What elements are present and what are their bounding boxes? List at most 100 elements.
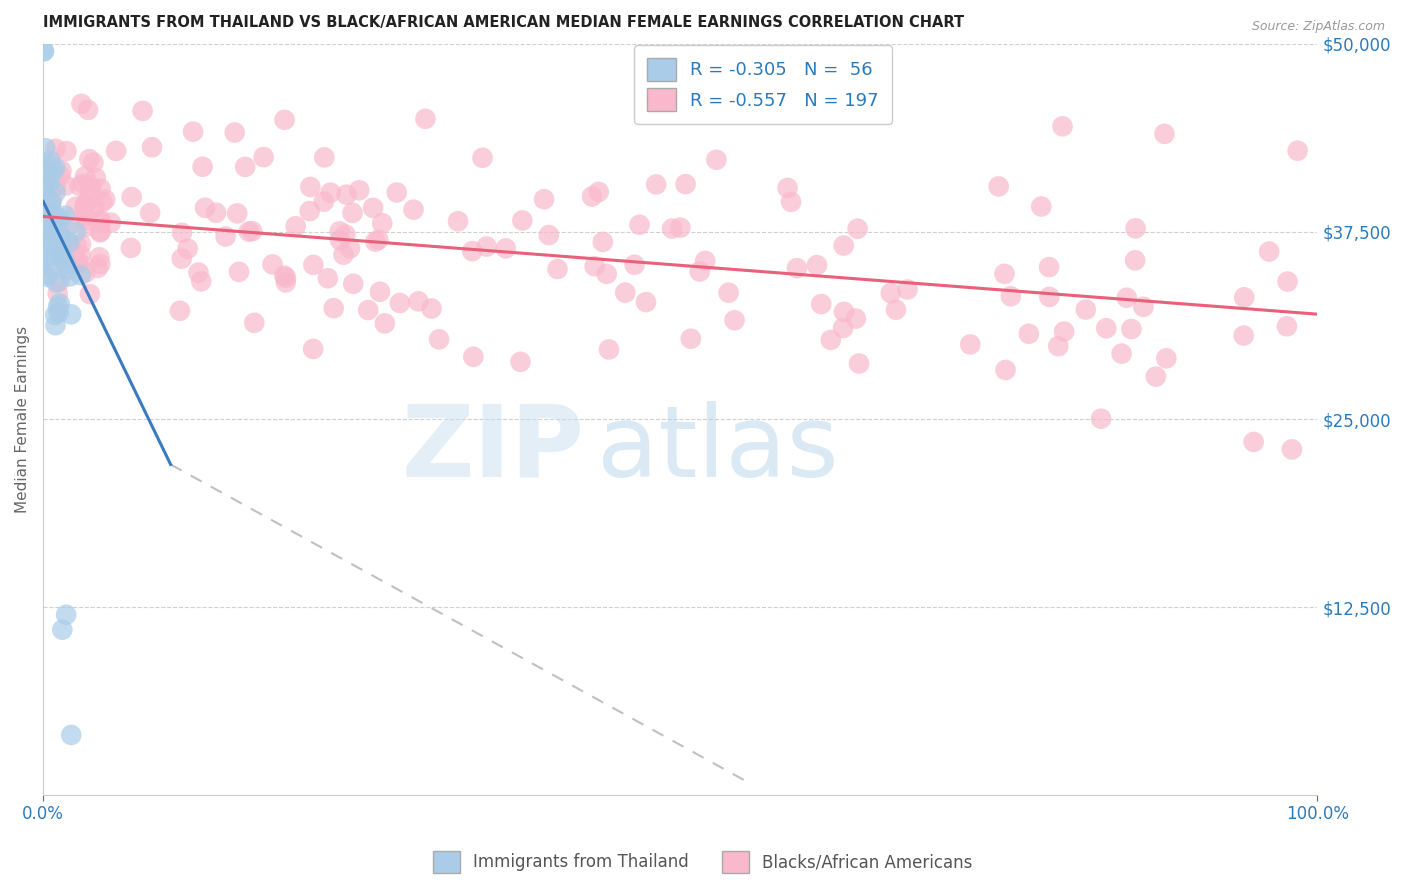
Point	[361, 201, 384, 215]
Legend: R = -0.305   N =  56, R = -0.557   N = 197: R = -0.305 N = 56, R = -0.557 N = 197	[634, 45, 891, 124]
Point	[35, 194, 58, 208]
Point	[32, 44, 55, 58]
Point	[661, 221, 683, 235]
Point	[89, 225, 111, 239]
Point	[1031, 199, 1053, 213]
Point	[623, 258, 645, 272]
Point	[695, 253, 717, 268]
Point	[224, 126, 246, 140]
Point	[228, 265, 250, 279]
Point	[314, 150, 336, 164]
Point	[35, 268, 58, 282]
Point	[44, 248, 66, 262]
Text: IMMIGRANTS FROM THAILAND VS BLACK/AFRICAN AMERICAN MEDIAN FEMALE EARNINGS CORREL: IMMIGRANTS FROM THAILAND VS BLACK/AFRICA…	[44, 15, 965, 30]
Point	[1144, 369, 1167, 384]
Point	[848, 357, 870, 371]
Point	[35, 213, 58, 227]
Point	[121, 190, 143, 204]
Point	[299, 180, 322, 194]
Point	[35, 244, 58, 258]
Point	[896, 283, 918, 297]
Point	[1038, 260, 1060, 274]
Point	[274, 270, 297, 285]
Point	[1115, 291, 1137, 305]
Point	[35, 202, 58, 217]
Point	[90, 225, 112, 239]
Point	[69, 268, 91, 282]
Point	[367, 233, 389, 247]
Point	[39, 153, 62, 168]
Point	[51, 163, 73, 178]
Point	[322, 301, 344, 316]
Point	[41, 193, 63, 207]
Point	[49, 211, 72, 226]
Point	[595, 267, 617, 281]
Point	[243, 316, 266, 330]
Point	[49, 296, 72, 310]
Point	[56, 263, 79, 277]
Point	[34, 141, 56, 155]
Point	[191, 160, 214, 174]
Point	[73, 169, 96, 184]
Point	[48, 305, 70, 319]
Point	[49, 227, 72, 242]
Point	[58, 219, 80, 234]
Point	[44, 308, 66, 322]
Point	[32, 252, 55, 266]
Point	[120, 241, 142, 255]
Point	[77, 103, 100, 117]
Point	[79, 287, 101, 301]
Point	[187, 266, 209, 280]
Point	[60, 728, 83, 742]
Point	[402, 202, 425, 217]
Point	[32, 222, 55, 236]
Point	[38, 221, 60, 235]
Point	[176, 242, 198, 256]
Point	[55, 178, 77, 193]
Point	[987, 179, 1010, 194]
Point	[52, 231, 75, 245]
Point	[884, 302, 907, 317]
Point	[329, 224, 352, 238]
Point	[319, 186, 342, 200]
Point	[65, 238, 87, 252]
Point	[75, 196, 97, 211]
Point	[44, 161, 66, 175]
Point	[34, 158, 56, 172]
Point	[34, 247, 56, 261]
Point	[41, 223, 63, 237]
Point	[846, 221, 869, 235]
Point	[75, 219, 97, 234]
Point	[41, 239, 63, 253]
Point	[214, 229, 236, 244]
Point	[51, 252, 73, 267]
Point	[1038, 290, 1060, 304]
Point	[408, 294, 430, 309]
Point	[75, 213, 97, 227]
Point	[38, 170, 60, 185]
Point	[302, 258, 325, 272]
Point	[170, 226, 193, 240]
Point	[614, 285, 637, 300]
Point	[959, 337, 981, 351]
Point	[35, 217, 58, 231]
Point	[56, 243, 79, 257]
Point	[169, 303, 191, 318]
Point	[86, 260, 108, 275]
Point	[1281, 442, 1303, 457]
Point	[39, 198, 62, 212]
Point	[72, 177, 94, 191]
Point	[55, 256, 77, 270]
Point	[35, 218, 58, 232]
Point	[776, 181, 799, 195]
Point	[240, 224, 263, 238]
Point	[65, 225, 87, 239]
Point	[45, 142, 67, 156]
Point	[83, 201, 105, 215]
Point	[332, 248, 354, 262]
Point	[312, 194, 335, 209]
Point	[34, 214, 56, 228]
Point	[44, 219, 66, 233]
Point	[1018, 326, 1040, 341]
Point	[628, 218, 651, 232]
